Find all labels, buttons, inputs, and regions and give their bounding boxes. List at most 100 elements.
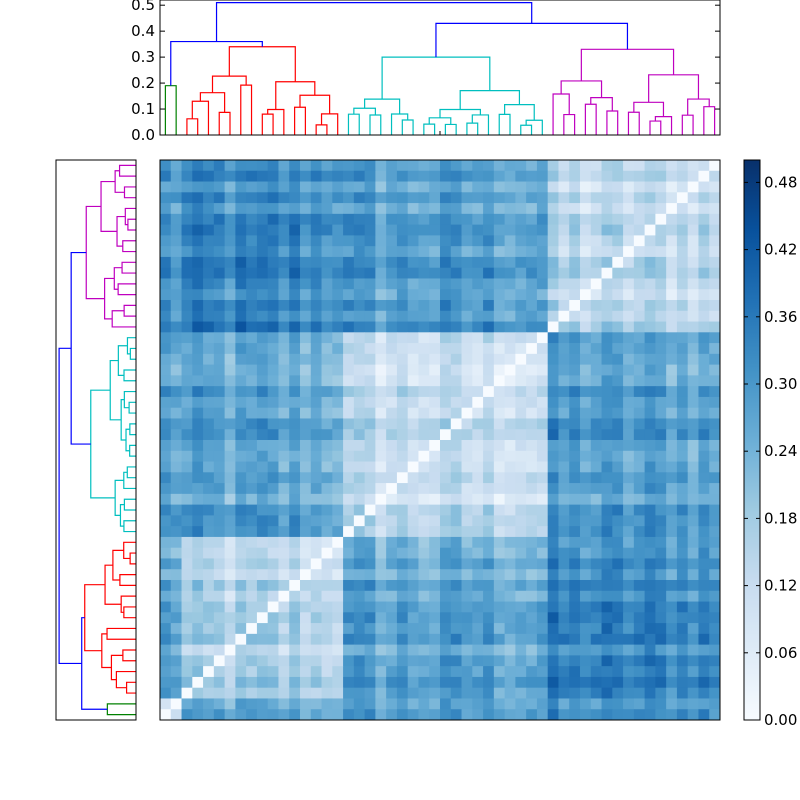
heatmap-cell — [375, 666, 387, 678]
heatmap-cell — [418, 386, 430, 398]
heatmap-cell — [612, 483, 624, 495]
heatmap-cell — [310, 353, 322, 366]
heatmap-cell — [655, 203, 667, 215]
heatmap-cell — [612, 418, 624, 430]
heatmap-cell — [353, 666, 366, 678]
heatmap-cell — [181, 515, 193, 527]
heatmap-cell — [676, 278, 689, 290]
heatmap-cell — [698, 256, 710, 269]
heatmap-cell — [515, 396, 527, 409]
heatmap-cell — [375, 547, 387, 559]
heatmap-cell — [192, 493, 204, 506]
heatmap-cell — [493, 192, 506, 204]
heatmap-cell — [569, 267, 581, 279]
heatmap-cell — [698, 644, 710, 656]
heatmap-cell — [461, 353, 473, 366]
heatmap-cell — [429, 666, 441, 678]
heatmap-cell — [526, 246, 538, 258]
heatmap-cell — [192, 536, 204, 549]
heatmap-cell — [483, 192, 495, 204]
heatmap-cell — [267, 343, 279, 355]
heatmap-cell — [655, 655, 667, 667]
heatmap-cell — [644, 386, 656, 398]
heatmap-cell — [569, 192, 581, 204]
heatmap-cell — [558, 504, 570, 516]
heatmap-cell — [246, 698, 258, 710]
heatmap-cell — [407, 353, 419, 366]
heatmap-cell — [569, 160, 581, 172]
heatmap-cell — [461, 569, 473, 581]
heatmap-cell — [321, 278, 333, 290]
heatmap-cell — [375, 687, 387, 699]
heatmap-cell — [160, 666, 172, 678]
heatmap-cell — [213, 612, 226, 624]
heatmap-cell — [623, 353, 635, 366]
heatmap-cell — [698, 429, 710, 441]
heatmap-cell — [526, 472, 538, 484]
heatmap-cell — [601, 687, 613, 699]
heatmap-cell — [170, 461, 182, 473]
heatmap-cell — [526, 493, 538, 506]
heatmap-cell — [612, 267, 624, 279]
heatmap-cell — [709, 623, 721, 635]
heatmap-cell — [224, 170, 236, 182]
heatmap-cell — [267, 580, 279, 592]
heatmap-cell — [666, 558, 678, 570]
heatmap-cell — [170, 655, 182, 667]
heatmap-cell — [364, 504, 376, 516]
heatmap-cell — [321, 321, 333, 333]
heatmap-cell — [655, 601, 667, 613]
heatmap-cell — [321, 612, 333, 624]
heatmap-cell — [160, 278, 172, 290]
heatmap-cell — [256, 353, 269, 366]
heatmap-cell — [192, 569, 204, 581]
heatmap-cell — [687, 698, 699, 710]
heatmap-cell — [300, 504, 312, 516]
heatmap-cell — [278, 450, 290, 462]
heatmap-cell — [246, 224, 258, 236]
heatmap-cell — [580, 203, 592, 215]
heatmap-cell — [623, 450, 635, 462]
heatmap-cell — [515, 278, 527, 290]
heatmap-cell — [450, 644, 462, 656]
heatmap-cell — [709, 267, 721, 279]
heatmap-cell — [170, 440, 182, 452]
heatmap-cell — [429, 375, 441, 387]
heatmap-cell — [364, 612, 376, 624]
heatmap-cell — [698, 666, 710, 678]
heatmap-cell — [246, 644, 258, 656]
colorbar-tick-label: 0.24 — [764, 442, 797, 460]
heatmap-cell — [246, 472, 258, 484]
heatmap-cell — [160, 526, 172, 538]
heatmap-cell — [407, 590, 419, 602]
heatmap-cell — [450, 332, 462, 344]
heatmap-cell — [256, 644, 269, 656]
heatmap-cell — [698, 267, 710, 279]
heatmap-cell — [493, 246, 506, 258]
heatmap-cell — [278, 644, 290, 656]
heatmap-cell — [526, 278, 538, 290]
heatmap-cell — [332, 504, 344, 516]
heatmap-cell — [623, 235, 635, 247]
heatmap-cell — [569, 418, 581, 430]
heatmap-cell — [644, 536, 656, 549]
heatmap-cell — [504, 580, 516, 592]
heatmap-cell — [623, 666, 635, 678]
heatmap-cell — [246, 590, 258, 602]
heatmap-cell — [526, 203, 538, 215]
heatmap-cell — [321, 483, 333, 495]
heatmap-cell — [332, 192, 344, 204]
heatmap-cell — [526, 504, 538, 516]
heatmap-cell — [698, 709, 710, 721]
heatmap-cell — [623, 601, 635, 613]
heatmap-cell — [278, 655, 290, 667]
heatmap-cell — [612, 450, 624, 462]
heatmap-cell — [407, 601, 419, 613]
heatmap-cell — [256, 536, 269, 549]
heatmap-cell — [343, 375, 355, 387]
heatmap-cell — [612, 181, 624, 193]
heatmap-cell — [536, 418, 549, 430]
heatmap-cell — [644, 526, 656, 538]
heatmap-cell — [407, 461, 419, 473]
heatmap-cell — [547, 623, 559, 635]
